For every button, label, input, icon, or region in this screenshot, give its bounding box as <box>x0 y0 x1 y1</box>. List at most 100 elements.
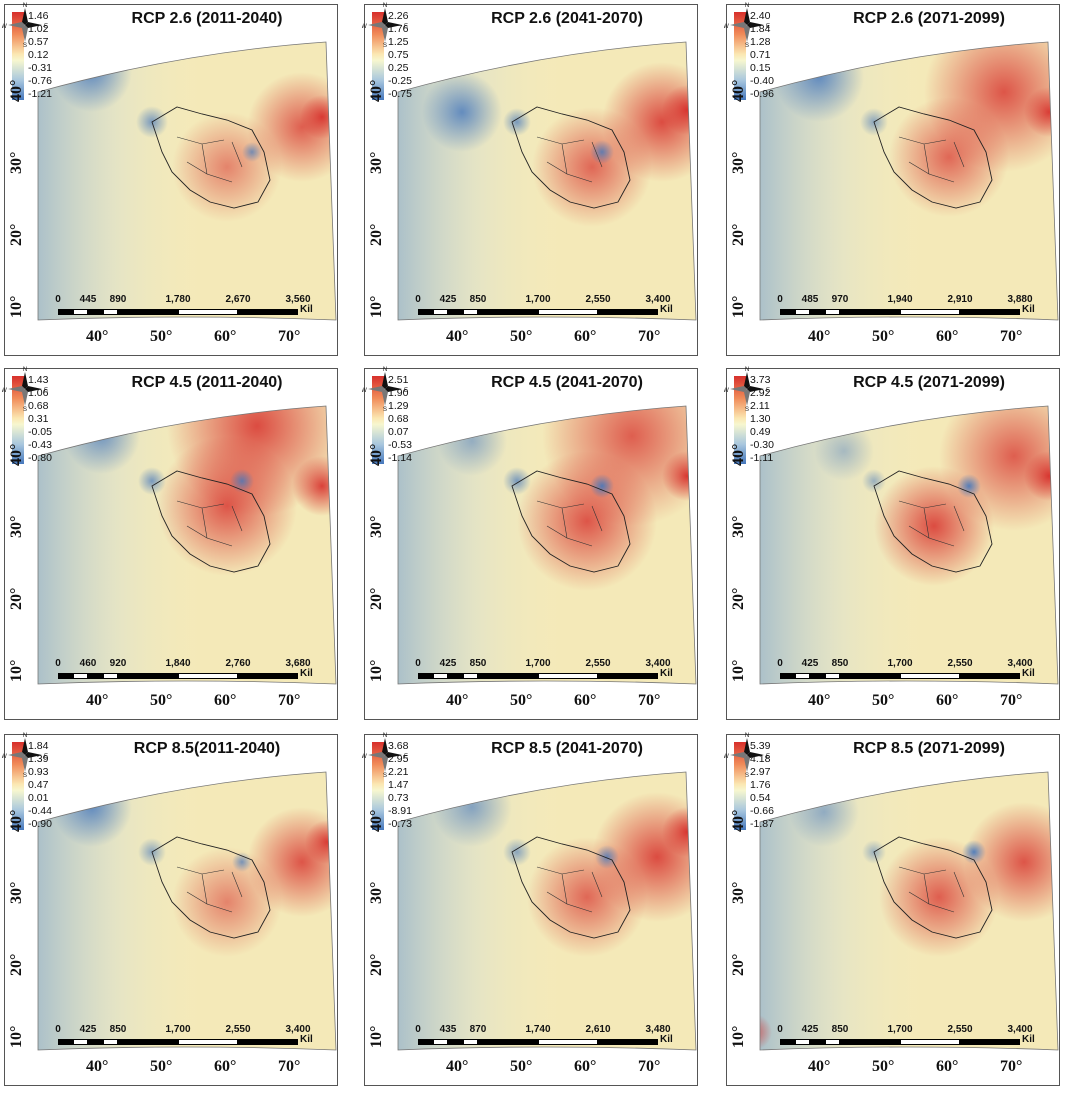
legend-color-bar <box>372 742 384 830</box>
scale-label: 1,840 <box>165 658 191 669</box>
longitude-label: 40° <box>808 328 831 345</box>
scale-segment <box>463 1039 478 1045</box>
scale-segment <box>73 1039 88 1045</box>
scale-segment <box>433 673 448 679</box>
map-panel: 2.26 1.76 1.25 0.75 0.25 -0.25 -0.75 RCP 2.6 (2… <box>362 2 702 360</box>
scale-label: 2,550 <box>585 658 611 669</box>
cool-anomaly <box>232 852 252 872</box>
scale-segment <box>463 309 478 315</box>
scale-segment <box>840 309 900 315</box>
compass-rose-icon: N S W E <box>362 367 408 412</box>
scale-label: 0 <box>55 658 61 669</box>
scale-unit: Kil <box>300 304 313 315</box>
compass-letter: N <box>745 367 749 373</box>
compass-letter: E <box>404 24 408 30</box>
scale-segment <box>795 673 810 679</box>
longitude-label: 40° <box>446 328 469 345</box>
scale-segment <box>478 309 538 315</box>
province-boundaries <box>536 136 603 183</box>
scale-segment <box>960 309 1020 315</box>
longitude-label: 50° <box>872 1058 895 1075</box>
scale-label: 2,760 <box>225 658 251 669</box>
warm-anomaly <box>662 85 696 135</box>
scale-unit: Kil <box>660 668 673 679</box>
legend-value: 1.47 <box>388 779 409 791</box>
compass-letter: N <box>383 733 387 739</box>
scale-label: 870 <box>469 1024 487 1035</box>
scale-label: 1,700 <box>525 658 551 669</box>
scale-segment <box>178 673 238 679</box>
scale-segment <box>840 673 900 679</box>
warm-anomaly <box>1024 87 1058 137</box>
scale-segment <box>780 309 795 315</box>
scale-segment <box>73 673 88 679</box>
longitude-label: 60° <box>936 692 959 709</box>
province-boundaries <box>176 136 243 183</box>
legend-color-bar <box>734 12 746 100</box>
compass-letter: N <box>23 733 27 739</box>
legend-color-bar <box>12 376 24 464</box>
scale-bar: 0 425 850 1,700 2,550 3,400 Kil <box>55 1024 322 1054</box>
scale-segment <box>960 673 1020 679</box>
longitude-label: 40° <box>808 692 831 709</box>
compass-letter: S <box>745 43 749 48</box>
latitude-label: 30° <box>730 881 747 904</box>
scale-bar: 0 435 870 1,740 2,610 3,480 Kil <box>415 1024 682 1054</box>
latitude-label: 40° <box>730 809 747 832</box>
scale-label: 460 <box>79 658 97 669</box>
legend-value: -0.44 <box>28 805 52 817</box>
compass-letter: S <box>745 407 749 412</box>
scale-label: 0 <box>777 1024 783 1035</box>
legend-value: 0.47 <box>28 779 49 791</box>
compass-letter: E <box>766 754 770 760</box>
longitude-label: 60° <box>574 692 597 709</box>
scale-label: 3,400 <box>645 658 671 669</box>
scale-label: 1,700 <box>887 658 913 669</box>
longitude-label: 60° <box>214 692 237 709</box>
longitude-label: 70° <box>1000 1058 1023 1075</box>
legend-color-bar <box>372 12 384 100</box>
scale-segment <box>538 309 598 315</box>
legend-value: -0.66 <box>750 805 774 817</box>
compass-rose-icon: N S W E <box>724 367 770 412</box>
legend-value: 0.15 <box>750 62 771 74</box>
scale-label: 0 <box>415 1024 421 1035</box>
warm-anomaly <box>300 95 336 139</box>
longitude-label: 70° <box>1000 328 1023 345</box>
scale-segment <box>88 673 103 679</box>
longitude-label: 40° <box>86 692 109 709</box>
scale-segment <box>538 1039 598 1045</box>
latitude-label: 30° <box>8 151 25 174</box>
scale-label: 0 <box>415 294 421 305</box>
map-panel: 1.46 1.02 0.57 0.12 -0.31 -0.76 -1.21 RCP 2.6 (… <box>2 2 342 360</box>
compass-rose-icon: N S W E <box>724 3 770 48</box>
scale-label: 0 <box>777 658 783 669</box>
map-outline <box>759 405 1059 685</box>
latitude-label: 10° <box>730 659 747 682</box>
panel-title: RCP 8.5(2011-2040) <box>133 740 281 757</box>
scale-label: 425 <box>439 658 457 669</box>
scale-label: 0 <box>55 294 61 305</box>
map-panel: 2.51 1.90 1.29 0.68 0.07 -0.53 -1.14 RCP 4.5 (2… <box>362 366 702 724</box>
longitude-label: 70° <box>638 328 661 345</box>
compass-letter: N <box>745 3 749 9</box>
map-canvas <box>37 41 337 321</box>
compass-rose-icon: N S W E <box>724 733 770 778</box>
province-boundaries <box>898 136 965 183</box>
scale-label: 2,610 <box>585 1024 611 1035</box>
scale-label: 2,550 <box>585 294 611 305</box>
legend-value: -0.31 <box>28 62 52 74</box>
cool-anomaly <box>957 474 981 498</box>
scale-bar: 0 425 850 1,700 2,550 3,400 Kil <box>777 1024 1044 1054</box>
latitude-label: 30° <box>730 515 747 538</box>
cool-anomaly <box>503 838 531 866</box>
scale-segment <box>825 673 840 679</box>
map-panel: 3.73 2.92 2.11 1.30 0.49 -0.30 -1.11 RCP 4.5 (2… <box>724 366 1064 724</box>
scale-label: 850 <box>831 658 849 669</box>
compass-letter: W <box>362 388 367 394</box>
legend-value: 2.11 <box>750 400 770 412</box>
scale-bar: 0 460 920 1,840 2,760 3,680 Kil <box>55 658 322 688</box>
iran-outline <box>151 836 271 939</box>
iran-outline <box>511 106 631 209</box>
scale-unit: Kil <box>1022 1034 1035 1045</box>
